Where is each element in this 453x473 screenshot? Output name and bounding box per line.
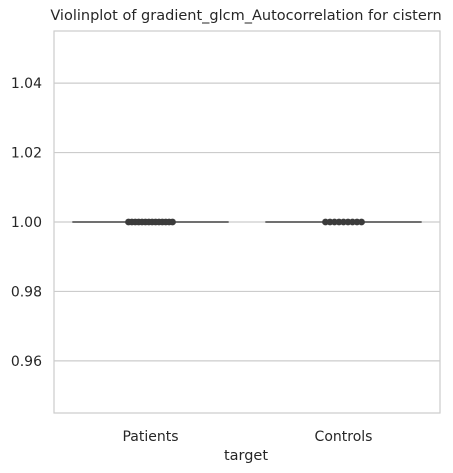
y-tick-label: 0.96 xyxy=(11,354,42,370)
plot-frame xyxy=(53,30,441,414)
x-axis-label: target xyxy=(224,448,268,464)
y-tick-label: 1.00 xyxy=(11,215,42,231)
y-tick-label: 1.02 xyxy=(11,146,42,162)
x-tick-labels: Patients Controls xyxy=(122,429,372,445)
data-point xyxy=(169,218,176,226)
y-tick-label: 1.04 xyxy=(11,76,42,92)
y-tick-label: 0.98 xyxy=(11,284,42,300)
data-point xyxy=(358,218,365,226)
chart-title: Violinplot of gradient_glcm_Autocorrelat… xyxy=(50,8,441,24)
x-tick-label: Patients xyxy=(122,429,178,445)
y-tick-labels: 0.96 0.98 1.00 1.02 1.04 xyxy=(11,76,42,370)
x-tick-label: Controls xyxy=(315,429,373,445)
violins xyxy=(72,218,422,226)
